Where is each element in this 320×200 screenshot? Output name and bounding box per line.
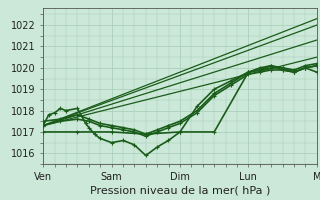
X-axis label: Pression niveau de la mer( hPa ): Pression niveau de la mer( hPa ) — [90, 186, 270, 196]
